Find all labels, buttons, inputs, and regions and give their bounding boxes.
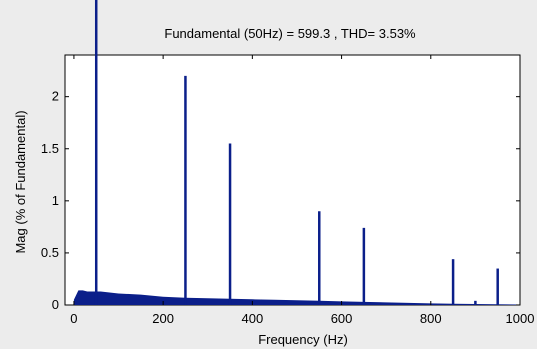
chart-title: Fundamental (50Hz) = 599.3 , THD= 3.53% (164, 26, 416, 41)
y-tick-label-0: 0 (52, 297, 59, 312)
x-axis-label: Frequency (Hz) (258, 332, 348, 347)
ticks-layer: 0 200 400 600 800 1000 0 0.5 1 1.5 2 (41, 55, 535, 326)
x-tick-label-0: 0 (70, 311, 77, 326)
y-tick-label-1: 1 (52, 193, 59, 208)
y-axis-label: Mag (% of Fundamental) (13, 110, 28, 253)
x-tick-label-600: 600 (331, 311, 353, 326)
y-tick-label-0.5: 0.5 (41, 245, 59, 260)
y-tick-label-2: 2 (52, 89, 59, 104)
x-tick-label-400: 400 (242, 311, 264, 326)
x-tick-label-200: 200 (152, 311, 174, 326)
bars-layer (94, 0, 499, 305)
x-tick-label-1000: 1000 (506, 311, 535, 326)
plot-area (64, 54, 521, 306)
x-tick-label-800: 800 (420, 311, 442, 326)
y-tick-label-1.5: 1.5 (41, 141, 59, 156)
